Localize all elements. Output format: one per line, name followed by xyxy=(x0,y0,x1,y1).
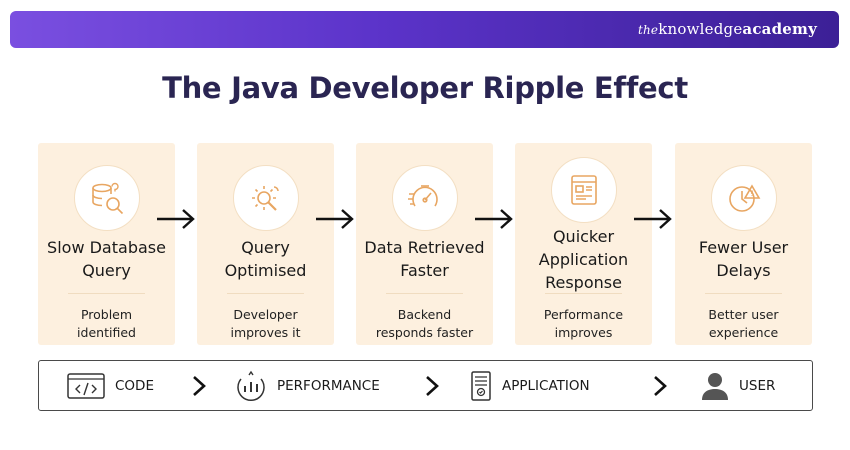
step-description: Problem identified xyxy=(77,307,136,340)
step-card-1: Slow Database Query Problem identified xyxy=(38,143,175,345)
gear-optimise-icon xyxy=(233,165,299,231)
flow-label: APPLICATION xyxy=(502,377,590,394)
divider xyxy=(705,293,782,294)
application-icon xyxy=(471,370,491,401)
arrow-right-icon xyxy=(316,209,354,229)
user-icon xyxy=(702,372,728,400)
flow-item-code: CODE xyxy=(67,361,154,410)
flow-label: CODE xyxy=(115,377,154,394)
step-title: Slow Database Query xyxy=(47,238,166,280)
code-icon xyxy=(67,372,105,399)
step-description: Better user experience xyxy=(708,307,779,340)
divider xyxy=(227,293,304,294)
step-title: Data Retrieved Faster xyxy=(364,238,485,280)
header-bar: theknowledgeacademy xyxy=(10,11,839,48)
step-title: Fewer User Delays xyxy=(698,238,789,280)
step-card-4: Quicker Application Response Performance im… xyxy=(515,143,652,345)
step-description: Backend responds faster xyxy=(375,307,474,340)
brand-logo: theknowledgeacademy xyxy=(637,20,817,38)
step-title: Query Optimised xyxy=(224,238,307,280)
page-title: The Java Developer Ripple Effect xyxy=(162,71,688,105)
divider xyxy=(68,293,145,294)
divider xyxy=(386,293,463,294)
clock-alert-icon xyxy=(711,165,777,231)
chevron-right-icon xyxy=(426,376,439,396)
chevron-right-icon xyxy=(193,376,206,396)
arrow-right-icon xyxy=(157,209,195,229)
flow-label: USER xyxy=(739,377,776,394)
step-title: Quicker Application Response xyxy=(538,227,629,292)
arrow-right-icon xyxy=(475,209,513,229)
flow-bar: CODE PERFORMANCE APPLICATION USER xyxy=(38,360,813,411)
flow-label: PERFORMANCE xyxy=(277,377,380,394)
step-description: Performance improves xyxy=(543,307,624,340)
arrow-right-icon xyxy=(634,209,672,229)
flow-item-user: USER xyxy=(701,361,775,410)
step-card-2: Query Optimised Developer improves it xyxy=(197,143,334,345)
app-window-icon xyxy=(551,157,617,223)
flow-item-application: APPLICATION xyxy=(470,361,590,410)
speedometer-icon xyxy=(392,165,458,231)
step-card-5: Fewer User Delays Better user experience xyxy=(675,143,812,345)
step-card-3: Data Retrieved Faster Backend responds fas… xyxy=(356,143,493,345)
step-description: Developer improves it xyxy=(230,307,301,340)
database-question-icon xyxy=(74,165,140,231)
performance-icon xyxy=(237,370,265,401)
divider xyxy=(545,293,622,294)
flow-item-performance: PERFORMANCE xyxy=(235,361,380,410)
chevron-right-icon xyxy=(654,376,667,396)
